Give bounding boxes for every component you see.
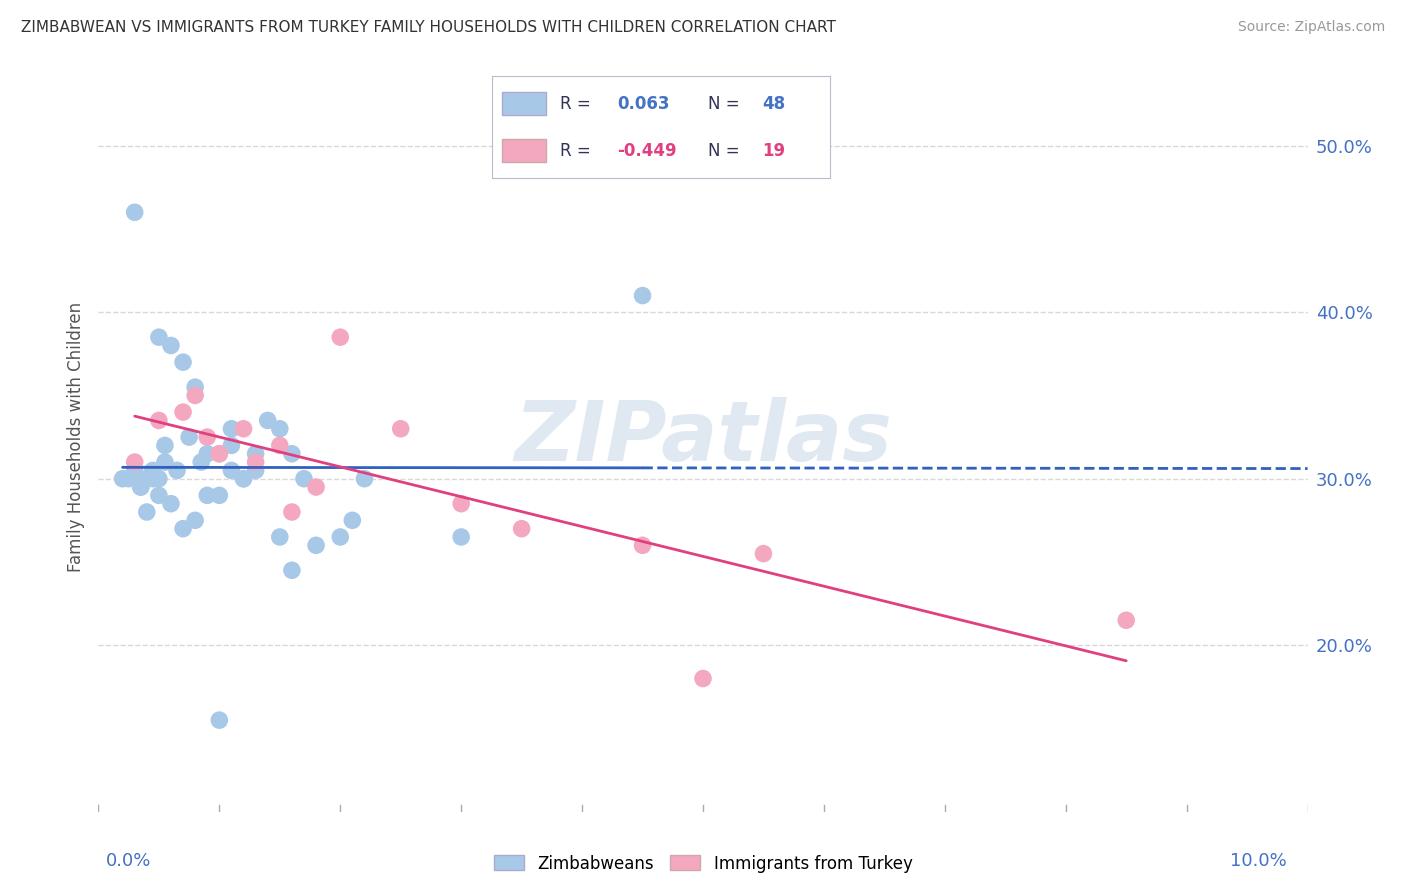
Text: N =: N = — [709, 95, 740, 112]
Text: N =: N = — [709, 142, 740, 160]
Point — [208, 713, 231, 727]
Point — [232, 422, 254, 436]
Point — [269, 438, 291, 452]
Point — [135, 505, 157, 519]
Point — [631, 288, 654, 302]
Point — [329, 330, 352, 344]
Text: 19: 19 — [762, 142, 785, 160]
FancyBboxPatch shape — [502, 139, 546, 162]
Y-axis label: Family Households with Children: Family Households with Children — [66, 302, 84, 572]
Point — [208, 447, 231, 461]
Point — [142, 472, 165, 486]
Point — [184, 513, 207, 527]
Point — [135, 472, 157, 486]
Point — [305, 538, 328, 552]
Point — [160, 338, 183, 352]
Point — [305, 480, 328, 494]
Point — [166, 463, 188, 477]
Point — [245, 463, 267, 477]
Point — [172, 405, 194, 419]
Point — [179, 430, 201, 444]
Point — [195, 430, 218, 444]
Point — [153, 438, 176, 452]
Point — [172, 355, 194, 369]
Point — [245, 455, 267, 469]
Text: ZIMBABWEAN VS IMMIGRANTS FROM TURKEY FAMILY HOUSEHOLDS WITH CHILDREN CORRELATION: ZIMBABWEAN VS IMMIGRANTS FROM TURKEY FAM… — [21, 20, 837, 35]
Point — [124, 463, 146, 477]
Point — [148, 413, 170, 427]
Point — [195, 447, 218, 461]
Point — [153, 455, 176, 469]
Point — [281, 563, 304, 577]
Point — [353, 472, 375, 486]
Point — [245, 447, 267, 461]
Point — [269, 422, 291, 436]
Text: 0.0%: 0.0% — [105, 852, 150, 870]
Point — [129, 480, 152, 494]
Point — [256, 413, 278, 427]
Point — [232, 472, 254, 486]
Point — [221, 438, 243, 452]
Point — [510, 522, 533, 536]
Point — [221, 463, 243, 477]
Point — [160, 497, 183, 511]
FancyBboxPatch shape — [502, 92, 546, 115]
Point — [342, 513, 364, 527]
Text: 48: 48 — [762, 95, 785, 112]
Text: -0.449: -0.449 — [617, 142, 676, 160]
Point — [129, 480, 152, 494]
Point — [232, 472, 254, 486]
Point — [221, 422, 243, 436]
Text: ZIPatlas: ZIPatlas — [515, 397, 891, 477]
Point — [281, 447, 304, 461]
Point — [450, 497, 472, 511]
Point — [752, 547, 775, 561]
Point — [195, 488, 218, 502]
Point — [148, 488, 170, 502]
Point — [450, 530, 472, 544]
Point — [148, 472, 170, 486]
Point — [184, 380, 207, 394]
Point — [389, 422, 412, 436]
Point — [124, 205, 146, 219]
Point — [281, 505, 304, 519]
Text: 10.0%: 10.0% — [1230, 852, 1286, 870]
Point — [1115, 613, 1137, 627]
Point — [208, 447, 231, 461]
Point — [148, 330, 170, 344]
Text: Source: ZipAtlas.com: Source: ZipAtlas.com — [1237, 20, 1385, 34]
Text: R =: R = — [560, 142, 591, 160]
Text: R =: R = — [560, 95, 591, 112]
Point — [631, 538, 654, 552]
Legend: Zimbabweans, Immigrants from Turkey: Zimbabweans, Immigrants from Turkey — [486, 848, 920, 880]
Point — [190, 455, 212, 469]
Point — [172, 522, 194, 536]
Point — [208, 488, 231, 502]
Point — [329, 530, 352, 544]
Point — [142, 463, 165, 477]
Point — [124, 455, 146, 469]
Text: 0.063: 0.063 — [617, 95, 669, 112]
Point — [692, 672, 714, 686]
Point — [118, 472, 141, 486]
Point — [184, 388, 207, 402]
Point — [111, 472, 134, 486]
Point — [269, 530, 291, 544]
Point — [292, 472, 315, 486]
